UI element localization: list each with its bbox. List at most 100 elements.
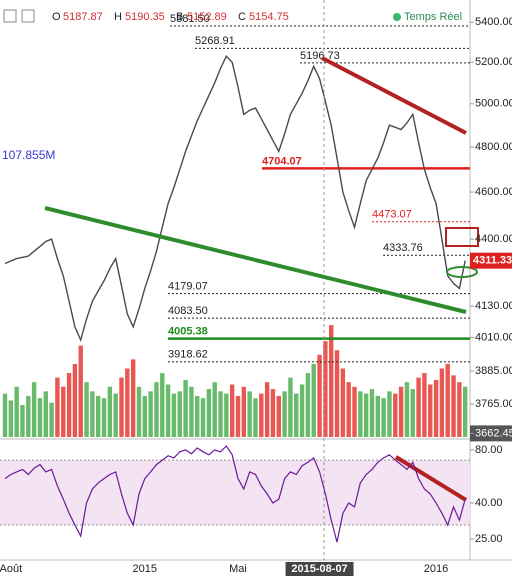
volume-bar — [299, 384, 305, 437]
volume-bar — [410, 389, 415, 437]
volume-bar — [398, 386, 404, 437]
volume-bar — [101, 398, 107, 437]
x-tick-label: Août — [0, 563, 22, 575]
level-label: 4333.76 — [383, 242, 423, 254]
ohlc-key: B — [176, 11, 183, 23]
rsi-band — [0, 460, 470, 526]
price-tag-bg — [470, 425, 512, 442]
y-tick-label: 3662.45 — [475, 427, 512, 439]
volume-bar — [305, 373, 311, 437]
x-tick-label: 2015 — [133, 563, 157, 575]
rsi-y-tick-label: 40.00 — [475, 497, 503, 509]
y-tick-label: 3885.00 — [475, 365, 512, 377]
volume-bar — [329, 325, 334, 437]
volume-bar — [445, 363, 450, 437]
volume-bar — [130, 359, 136, 437]
volume-bar — [276, 395, 281, 437]
tool-icon[interactable] — [21, 9, 35, 23]
volume-bar — [334, 350, 340, 437]
level-label: 4704.07 — [262, 155, 302, 167]
price-line — [4, 54, 466, 343]
volume-bar — [462, 386, 468, 437]
volume-bar — [90, 391, 95, 437]
level-label: 5268.91 — [195, 35, 235, 47]
y-tick-label: 5400.00 — [475, 16, 512, 28]
volume-bar — [375, 395, 380, 437]
level-label: 4005.38 — [168, 326, 208, 338]
volume-bar — [235, 395, 241, 437]
x-label-highlight — [285, 562, 354, 576]
volume-bar — [206, 389, 212, 437]
volume-bar — [422, 373, 427, 437]
level-label: 5381.50 — [170, 13, 210, 25]
volume-bar — [195, 395, 200, 437]
volume-bar — [224, 393, 229, 437]
ohlc-key: H — [114, 11, 122, 23]
volume-bar — [229, 384, 235, 437]
volume-bar — [264, 382, 270, 437]
volume-bar — [433, 379, 439, 437]
ohlc-value: 5190.35 — [125, 11, 165, 23]
level-label: 4083.50 — [168, 305, 208, 317]
volume-bar — [317, 354, 322, 437]
volume-bar — [200, 398, 206, 437]
volume-bar — [148, 391, 153, 437]
volume-bar — [363, 393, 369, 437]
volume-bar — [107, 386, 113, 437]
volume-bar — [26, 395, 31, 437]
rsi-line — [4, 445, 466, 543]
volume-bar — [212, 382, 217, 437]
volume-bar — [171, 393, 177, 437]
volume-bar — [183, 379, 188, 437]
realtime-dot — [393, 13, 401, 21]
volume-bar — [31, 382, 37, 437]
volume-bar — [358, 391, 363, 437]
volume-bar — [66, 373, 72, 437]
volume-bar — [323, 341, 328, 437]
volume-bar — [439, 368, 445, 437]
volume-bar — [381, 398, 386, 437]
volume-label: 107.855M — [2, 148, 55, 162]
volume-bar — [270, 389, 276, 437]
volume-bar — [177, 391, 182, 437]
ohlc-key: C — [238, 11, 246, 23]
highlight-box — [445, 227, 479, 247]
volume-bar — [136, 386, 142, 437]
trend-line — [44, 206, 467, 314]
volume-bar — [451, 375, 456, 437]
volume-bar — [189, 386, 194, 437]
rsi-y-tick-label: 80.00 — [475, 444, 503, 456]
volume-bar — [259, 393, 264, 437]
y-tick-label: 4010.00 — [475, 331, 512, 343]
rsi-y-tick-label: 25.00 — [475, 533, 503, 545]
tool-icon[interactable] — [3, 9, 17, 23]
volume-bar — [113, 393, 118, 437]
ohlc-key: O — [52, 11, 61, 23]
volume-bar — [340, 368, 346, 437]
current-price-tag — [470, 252, 512, 269]
volume-bar — [96, 395, 101, 437]
x-tick-label: 2016 — [424, 563, 448, 575]
level-label: 5196.73 — [300, 50, 340, 62]
x-tick-label: Mai — [229, 563, 247, 575]
volume-bar — [294, 393, 299, 437]
trend-line — [321, 56, 467, 135]
realtime-label: Temps Réel — [404, 11, 462, 23]
volume-bar — [165, 384, 171, 437]
volume-bar — [55, 377, 60, 437]
volume-bar — [457, 382, 462, 437]
volume-bar — [2, 393, 8, 437]
volume-bar — [142, 395, 147, 437]
level-label: 3918.62 — [168, 349, 208, 361]
ohlc-value: 5187.87 — [63, 11, 103, 23]
y-tick-label: 3765.00 — [475, 398, 512, 410]
volume-bar — [346, 382, 351, 437]
volume-bar — [247, 391, 252, 437]
ohlc-value: 5152.89 — [187, 11, 227, 23]
x-tick-label: 2015-08-07 — [291, 563, 347, 575]
volume-bar — [387, 391, 392, 437]
current-price-label: 4311.33 — [473, 255, 512, 267]
volume-bar — [20, 405, 25, 437]
volume-bar — [404, 382, 410, 437]
